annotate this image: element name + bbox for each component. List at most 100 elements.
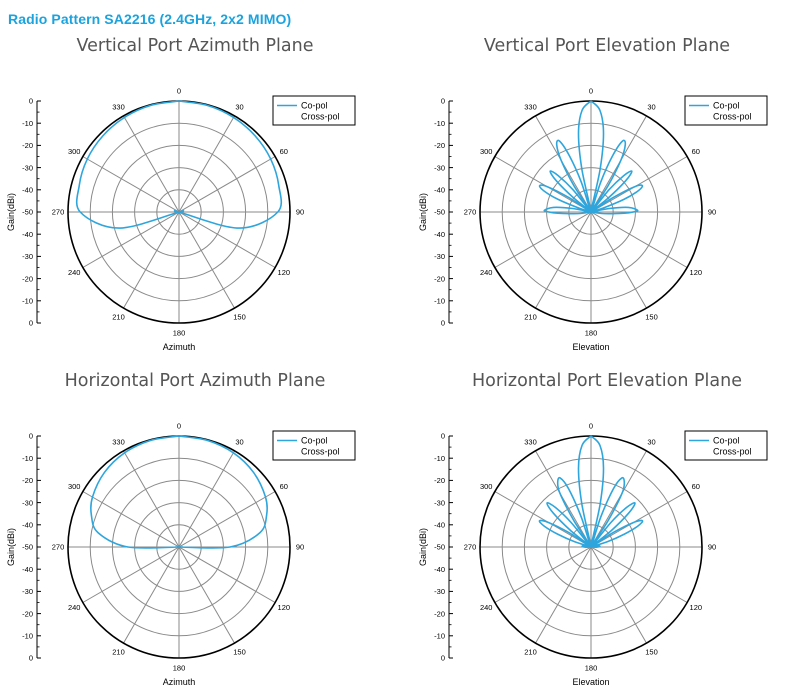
gain-tick-label: -30 bbox=[434, 587, 445, 596]
angle-label: 30 bbox=[647, 103, 655, 112]
gain-tick-label: -20 bbox=[434, 274, 445, 283]
angle-label: 180 bbox=[585, 664, 598, 673]
legend-label: Co-pol bbox=[301, 101, 328, 111]
gain-tick-label: -10 bbox=[22, 454, 33, 463]
chart-title: Vertical Port Azimuth Plane bbox=[76, 36, 314, 56]
gain-tick-label: -20 bbox=[22, 274, 33, 283]
gain-tick-label: -30 bbox=[434, 498, 445, 507]
legend-label: Co-pol bbox=[713, 101, 740, 111]
y-axis-label: Gain(dBi) bbox=[6, 193, 16, 231]
x-axis-label: Azimuth bbox=[163, 677, 196, 687]
gain-tick-label: -40 bbox=[434, 565, 445, 574]
vertical-azimuth-panel: Vertical Port Azimuth Plane 0 30 60 90 120 15… bbox=[0, 0, 390, 352]
gain-tick-label: -20 bbox=[22, 609, 33, 618]
legend-label: Cross-pol bbox=[301, 447, 340, 457]
x-axis-label: Azimuth bbox=[163, 342, 196, 352]
gain-tick-label: -40 bbox=[434, 230, 445, 239]
gain-tick-label: -30 bbox=[434, 163, 445, 172]
horizontal-azimuth-panel: Horizontal Port Azimuth Plane 0 30 60 90 120… bbox=[0, 335, 390, 687]
vertical-elevation-panel: Vertical Port Elevation Plane 0 30 60 90 120… bbox=[412, 0, 802, 352]
angle-label: 270 bbox=[464, 208, 477, 217]
gain-tick-label: -10 bbox=[434, 454, 445, 463]
angle-label: 330 bbox=[524, 103, 537, 112]
horizontal-elevation-panel: Horizontal Port Elevation Plane 0 30 60 90 1… bbox=[412, 335, 802, 687]
gain-tick-label: -40 bbox=[22, 565, 33, 574]
gain-tick-label: -30 bbox=[434, 252, 445, 261]
gain-tick-label: -30 bbox=[22, 163, 33, 172]
gain-tick-label: 0 bbox=[29, 319, 33, 328]
gain-tick-label: -20 bbox=[434, 609, 445, 618]
angle-label: 150 bbox=[645, 647, 658, 656]
angle-label: 330 bbox=[112, 103, 125, 112]
chart-title: Vertical Port Elevation Plane bbox=[483, 36, 731, 56]
angle-label: 0 bbox=[177, 422, 181, 431]
copol-trace bbox=[538, 435, 644, 548]
gain-tick-label: -30 bbox=[22, 252, 33, 261]
gain-tick-label: -50 bbox=[434, 543, 445, 552]
angle-label: 240 bbox=[480, 268, 493, 277]
legend-label: Cross-pol bbox=[301, 112, 340, 122]
angle-label: 180 bbox=[173, 664, 186, 673]
angle-label: 300 bbox=[68, 147, 81, 156]
angle-label: 90 bbox=[296, 208, 304, 217]
angle-label: 30 bbox=[235, 438, 243, 447]
gain-tick-label: 0 bbox=[441, 432, 445, 441]
angle-label: 90 bbox=[708, 543, 716, 552]
angle-label: 180 bbox=[585, 329, 598, 338]
gain-tick-label: -10 bbox=[434, 632, 445, 641]
angle-label: 0 bbox=[589, 422, 593, 431]
chart-title: Horizontal Port Azimuth Plane bbox=[64, 371, 326, 391]
gain-tick-label: -10 bbox=[22, 632, 33, 641]
angle-label: 60 bbox=[280, 482, 288, 491]
gain-tick-label: -10 bbox=[434, 119, 445, 128]
legend-box bbox=[272, 430, 356, 461]
gain-tick-label: -20 bbox=[22, 141, 33, 150]
angle-label: 120 bbox=[278, 268, 291, 277]
copol-trace bbox=[75, 100, 283, 229]
angle-label: 60 bbox=[280, 147, 288, 156]
chart-title: Horizontal Port Elevation Plane bbox=[471, 371, 743, 391]
gain-tick-label: -40 bbox=[434, 186, 445, 195]
x-axis-label: Elevation bbox=[572, 342, 609, 352]
legend-label: Cross-pol bbox=[713, 447, 752, 457]
angle-label: 150 bbox=[645, 312, 658, 321]
copol-trace bbox=[538, 100, 644, 215]
gain-tick-label: -10 bbox=[22, 297, 33, 306]
legend-box bbox=[684, 95, 768, 126]
polar-chart: 0 30 60 90 120 150 180 210 240 270 300 330 0 -10 -20 -3… bbox=[6, 87, 356, 352]
y-axis-label: Gain(dBi) bbox=[418, 528, 428, 566]
angle-label: 150 bbox=[233, 312, 246, 321]
gain-tick-label: -40 bbox=[22, 521, 33, 530]
angle-label: 270 bbox=[52, 208, 65, 217]
angle-label: 210 bbox=[112, 312, 125, 321]
gain-tick-label: -10 bbox=[434, 297, 445, 306]
polar-chart: 0 30 60 90 120 150 180 210 240 270 300 330 0 -10 -20 -3… bbox=[6, 422, 356, 687]
gain-tick-label: -10 bbox=[22, 119, 33, 128]
angle-label: 300 bbox=[480, 147, 493, 156]
gain-tick-label: -20 bbox=[22, 476, 33, 485]
angle-label: 240 bbox=[68, 268, 81, 277]
angle-label: 210 bbox=[524, 312, 537, 321]
gain-tick-label: 0 bbox=[441, 654, 445, 663]
angle-label: 330 bbox=[524, 438, 537, 447]
angle-label: 240 bbox=[68, 603, 81, 612]
polar-chart: 0 30 60 90 120 150 180 210 240 270 300 330 0 -10 -20 -3… bbox=[418, 87, 768, 352]
gain-tick-label: 0 bbox=[29, 654, 33, 663]
angle-label: 270 bbox=[52, 543, 65, 552]
legend-label: Co-pol bbox=[713, 436, 740, 446]
angle-label: 90 bbox=[296, 543, 304, 552]
angle-label: 270 bbox=[464, 543, 477, 552]
gain-tick-label: -20 bbox=[434, 476, 445, 485]
gain-tick-label: 0 bbox=[441, 319, 445, 328]
gain-tick-label: 0 bbox=[29, 97, 33, 106]
gain-tick-label: -50 bbox=[22, 543, 33, 552]
polar-chart: 0 30 60 90 120 150 180 210 240 270 300 330 0 -10 -20 -3… bbox=[418, 422, 768, 687]
gain-tick-label: 0 bbox=[441, 97, 445, 106]
gain-tick-label: -40 bbox=[22, 230, 33, 239]
angle-label: 210 bbox=[524, 647, 537, 656]
gain-tick-label: -40 bbox=[434, 521, 445, 530]
angle-label: 0 bbox=[177, 87, 181, 96]
angle-label: 90 bbox=[708, 208, 716, 217]
x-axis-label: Elevation bbox=[572, 677, 609, 687]
gain-tick-label: -20 bbox=[434, 141, 445, 150]
